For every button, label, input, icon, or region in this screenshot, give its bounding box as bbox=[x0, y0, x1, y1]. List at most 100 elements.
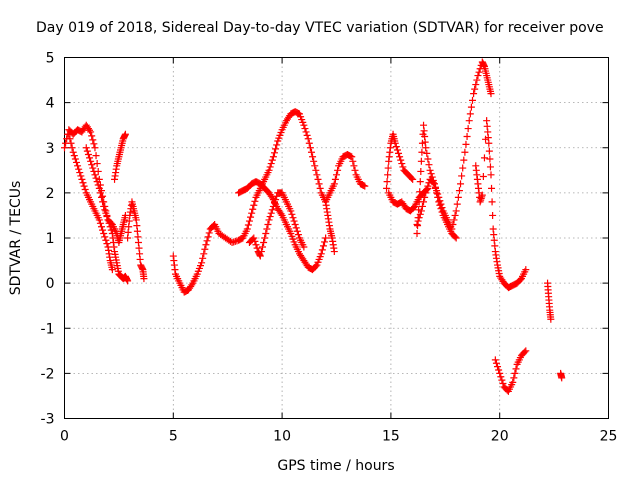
data-point bbox=[202, 241, 210, 249]
data-point bbox=[311, 162, 319, 170]
data-point bbox=[312, 262, 320, 270]
data-point bbox=[204, 233, 212, 241]
data-point bbox=[316, 184, 324, 192]
data-point bbox=[266, 163, 274, 171]
y-tick-label: 2 bbox=[46, 186, 55, 202]
data-point bbox=[140, 275, 148, 283]
data-point bbox=[449, 220, 457, 228]
data-point bbox=[272, 145, 280, 153]
y-tick-label: -3 bbox=[41, 412, 55, 428]
data-point bbox=[273, 141, 281, 149]
data-point bbox=[464, 125, 472, 133]
data-point bbox=[414, 217, 422, 225]
data-point bbox=[88, 132, 96, 140]
data-point bbox=[96, 189, 104, 197]
y-axis-ticks: -3 -2 -1 0 1 2 3 4 5 bbox=[41, 51, 609, 428]
data-point bbox=[291, 220, 299, 228]
data-point bbox=[424, 182, 432, 190]
y-axis-label: SDTVAR / TECUs bbox=[8, 181, 24, 296]
data-point bbox=[396, 153, 404, 161]
data-point bbox=[301, 125, 309, 133]
data-point bbox=[268, 194, 276, 202]
data-point bbox=[203, 237, 211, 245]
data-point bbox=[121, 130, 129, 138]
data-point bbox=[351, 166, 359, 174]
data-point bbox=[421, 193, 429, 201]
data-point bbox=[97, 193, 105, 201]
x-tick-label: 10 bbox=[273, 429, 291, 445]
data-point bbox=[473, 76, 481, 84]
data-point bbox=[102, 209, 110, 217]
series-F bbox=[169, 108, 338, 296]
data-point bbox=[458, 172, 466, 180]
data-point bbox=[71, 155, 79, 163]
data-point bbox=[304, 135, 312, 143]
y-tick-label: 3 bbox=[46, 141, 55, 157]
data-point bbox=[93, 160, 101, 168]
data-point bbox=[272, 196, 280, 204]
data-point bbox=[270, 149, 278, 157]
data-point bbox=[397, 156, 405, 164]
x-tick-label: 25 bbox=[600, 429, 618, 445]
data-point bbox=[264, 220, 272, 228]
data-point bbox=[330, 180, 338, 188]
data-point bbox=[97, 223, 105, 231]
data-point bbox=[393, 146, 401, 154]
data-point bbox=[462, 140, 470, 148]
data-point bbox=[312, 166, 320, 174]
data-point bbox=[261, 234, 269, 242]
data-point bbox=[413, 229, 421, 237]
data-point bbox=[330, 248, 338, 256]
data-point bbox=[259, 243, 267, 251]
y-tick-label: 0 bbox=[46, 276, 55, 292]
data-point bbox=[260, 239, 268, 247]
data-point bbox=[90, 140, 98, 148]
data-point bbox=[266, 213, 274, 221]
data-point bbox=[522, 347, 530, 355]
data-point bbox=[417, 167, 425, 175]
data-point bbox=[267, 160, 275, 168]
data-point bbox=[457, 180, 465, 188]
data-point bbox=[76, 169, 84, 177]
data-point bbox=[91, 144, 99, 152]
data-point bbox=[100, 202, 108, 210]
data-point bbox=[331, 175, 339, 183]
series-B bbox=[65, 130, 116, 274]
data-point bbox=[475, 68, 483, 76]
data-point bbox=[89, 136, 97, 144]
data-point bbox=[430, 180, 438, 188]
data-point bbox=[479, 173, 487, 181]
data-point bbox=[250, 201, 258, 209]
data-point bbox=[486, 163, 494, 171]
data-point bbox=[288, 210, 296, 218]
data-point bbox=[78, 175, 86, 183]
data-point bbox=[423, 185, 431, 193]
data-point bbox=[87, 157, 95, 165]
data-point bbox=[92, 152, 100, 160]
data-point bbox=[415, 214, 423, 222]
y-tick-label: 4 bbox=[46, 96, 55, 112]
data-point bbox=[247, 213, 255, 221]
data-point bbox=[243, 225, 251, 233]
data-point bbox=[310, 157, 318, 165]
data-point bbox=[66, 135, 74, 143]
data-point bbox=[321, 238, 329, 246]
data-point bbox=[269, 202, 277, 210]
series-J bbox=[383, 130, 417, 192]
data-point bbox=[314, 175, 322, 183]
series-C bbox=[82, 144, 129, 247]
data-point bbox=[265, 166, 273, 174]
data-point bbox=[251, 237, 259, 245]
data-point bbox=[292, 224, 300, 232]
data-point bbox=[103, 213, 111, 221]
data-point bbox=[268, 156, 276, 164]
data-point bbox=[451, 211, 459, 219]
data-point bbox=[416, 178, 424, 186]
data-point bbox=[522, 266, 530, 274]
data-point bbox=[300, 121, 308, 129]
data-point bbox=[512, 365, 520, 373]
data-point bbox=[305, 139, 313, 147]
data-point bbox=[422, 189, 430, 197]
data-point bbox=[420, 198, 428, 206]
